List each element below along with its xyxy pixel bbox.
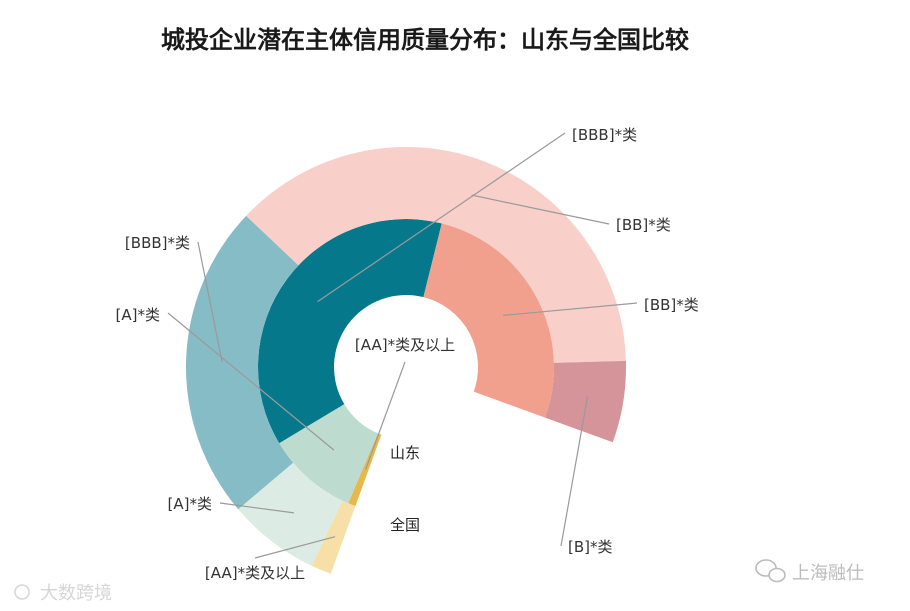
- leader-line-outer-aa: [254, 536, 336, 559]
- outer-slice-a: [238, 462, 343, 566]
- leader-line-outer-bb: [471, 194, 610, 225]
- outer-label-aa: [AA]*类及以上: [205, 564, 305, 582]
- leader-line-inner-a: [167, 312, 335, 451]
- leader-line-inner-bbb: [317, 132, 566, 303]
- inner-slice-bb: [423, 223, 554, 418]
- ring-label-national: 全国: [390, 516, 420, 534]
- watermark-left-text: 大数跨境: [40, 583, 112, 604]
- wechat-icon: [755, 559, 786, 583]
- leader-line-outer-b: [560, 396, 589, 547]
- slices-group: [185, 147, 626, 574]
- inner-label-aa: [AA]*类及以上: [355, 336, 455, 354]
- leader-line-outer-a: [219, 502, 294, 514]
- inner-label-bb: [BB]*类: [644, 296, 699, 314]
- outer-slice-bb: [246, 147, 626, 363]
- leader-line-inner-aa: [365, 361, 406, 470]
- chart-title: 城投企业潜在主体信用质量分布：山东与全国比较: [161, 26, 689, 54]
- watermark-right: 上海融仕: [755, 559, 864, 584]
- ring-label-shandong: 山东: [390, 444, 420, 462]
- watermark-left-icon: [14, 584, 30, 600]
- leader-line-inner-bb: [503, 302, 638, 316]
- watermark-left: 大数跨境: [14, 583, 112, 604]
- outer-label-a: [A]*类: [168, 495, 212, 513]
- outer-label-b: [B]*类: [568, 538, 613, 556]
- inner-slice-bbb: [258, 219, 442, 444]
- watermark-right-text: 上海融仕: [792, 563, 864, 584]
- leader-line-outer-bbb: [197, 241, 223, 363]
- inner-slice-aa: [348, 433, 382, 507]
- outer-slice-bbb: [185, 215, 299, 510]
- outer-slice-b: [545, 360, 626, 443]
- outer-label-bbb: [BBB]*类: [125, 234, 190, 252]
- inner-slice-a: [279, 404, 378, 504]
- outer-label-bb: [BB]*类: [616, 216, 671, 234]
- leader-lines-group: [167, 132, 638, 559]
- inner-label-bbb: [BBB]*类: [572, 126, 637, 144]
- inner-label-a: [A]*类: [116, 306, 160, 324]
